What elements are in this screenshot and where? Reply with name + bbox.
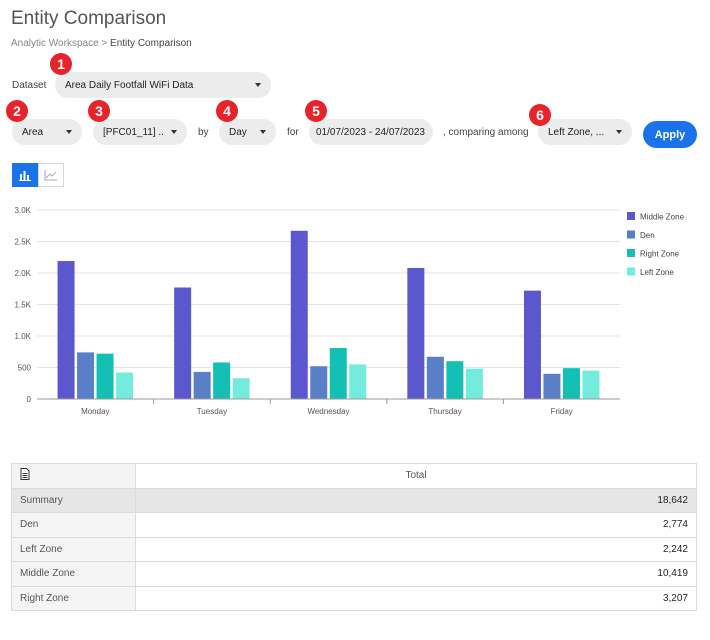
row-total: 2,242 — [135, 536, 697, 562]
bar-middle-zone[interactable] — [57, 261, 75, 399]
compare-dropdown[interactable]: Left Zone, ... — [538, 119, 632, 145]
x-tick-label: Tuesday — [197, 407, 227, 416]
comparing-label: , comparing among — [443, 127, 529, 138]
table-row: Summary 18,642 — [11, 487, 697, 513]
interval-value: Day — [229, 126, 247, 138]
bar-chart-icon — [19, 171, 31, 181]
line-chart-view-button[interactable] — [38, 163, 64, 187]
y-tick-label: 3.0K — [15, 206, 32, 215]
level-dropdown[interactable]: Area — [12, 119, 82, 145]
row-name: Right Zone — [11, 585, 136, 611]
y-tick-label: 0 — [27, 395, 32, 404]
x-tick-label: Wednesday — [307, 407, 349, 416]
chevron-down-icon — [616, 130, 622, 134]
y-tick-label: 1.5K — [15, 301, 32, 310]
bar-left-zone[interactable] — [349, 364, 367, 399]
x-tick-label: Monday — [81, 407, 109, 416]
row-total: 3,207 — [135, 585, 697, 611]
breadcrumb: Analytic Workspace > Entity Comparison — [11, 38, 192, 49]
x-tick-label: Friday — [551, 407, 573, 416]
bar-chart-view-button[interactable] — [12, 163, 38, 187]
legend-label[interactable]: Left Zone — [640, 268, 674, 277]
legend-label[interactable]: Den — [640, 231, 655, 240]
step-badge: 4 — [216, 100, 238, 122]
dataset-dropdown[interactable]: Area Daily Footfall WiFi Data — [55, 72, 271, 98]
table-row: Den 2,774 — [11, 512, 697, 538]
step-badge: 5 — [305, 100, 327, 122]
y-tick-label: 2.5K — [15, 238, 32, 247]
bar-middle-zone[interactable] — [174, 287, 192, 399]
line-chart-icon — [44, 170, 57, 181]
x-tick-label: Thursday — [428, 407, 461, 416]
y-tick-label: 1.0K — [15, 332, 32, 341]
summary-table: Total Summary 18,642 Den 2,774 Left Zone 2,24… — [11, 463, 697, 611]
bar-chart: 0 500 1.0K 1.5K 2.0K 2.5K 3.0K Monday Tuesday Wed… — [15, 206, 685, 416]
breadcrumb-current: Entity Comparison — [110, 38, 192, 49]
bar-den[interactable] — [193, 371, 211, 399]
page-title: Entity Comparison — [11, 8, 167, 29]
export-icon[interactable] — [20, 468, 30, 481]
bar-den[interactable] — [543, 373, 561, 399]
bar-left-zone[interactable] — [232, 378, 250, 399]
by-label: by — [198, 127, 209, 138]
breadcrumb-separator: > — [98, 38, 111, 49]
legend-swatch — [627, 212, 635, 220]
step-badge: 1 — [50, 53, 72, 75]
legend-swatch — [627, 230, 635, 239]
table-row: Right Zone 3,207 — [11, 585, 697, 611]
bar-right-zone[interactable] — [446, 361, 464, 399]
row-name: Summary — [11, 487, 136, 513]
compare-value: Left Zone, ... — [548, 126, 605, 138]
total-column-header: Total — [135, 463, 697, 489]
legend-swatch — [627, 267, 635, 276]
table-corner — [11, 463, 136, 489]
step-badge: 3 — [88, 100, 110, 122]
entity-dropdown[interactable]: [PFC01_11] ... — [93, 119, 187, 145]
row-total: 2,774 — [135, 512, 697, 538]
bar-right-zone[interactable] — [562, 368, 580, 399]
y-tick-label: 2.0K — [15, 269, 32, 278]
y-tick-label: 500 — [18, 364, 32, 373]
bar-den[interactable] — [310, 366, 328, 399]
chart-view-toggle — [12, 163, 64, 187]
bar-middle-zone[interactable] — [407, 267, 425, 399]
date-range-value: 01/07/2023 - 24/07/2023 — [316, 126, 425, 138]
breadcrumb-parent[interactable]: Analytic Workspace — [11, 38, 99, 49]
row-name: Left Zone — [11, 536, 136, 562]
step-badge: 2 — [6, 100, 28, 122]
interval-dropdown[interactable]: Day — [219, 119, 276, 145]
chevron-down-icon — [66, 130, 72, 134]
bar-right-zone[interactable] — [96, 353, 114, 399]
bar-left-zone[interactable] — [116, 372, 134, 399]
chevron-down-icon — [171, 130, 177, 134]
bar-den[interactable] — [426, 356, 444, 399]
entity-value: [PFC01_11] ... — [103, 126, 165, 138]
bar-right-zone[interactable] — [329, 347, 347, 399]
apply-button[interactable]: Apply — [643, 121, 697, 148]
table-row: Left Zone 2,242 — [11, 536, 697, 562]
legend-swatch — [627, 249, 635, 257]
dataset-label: Dataset — [12, 80, 47, 91]
bar-left-zone[interactable] — [582, 370, 600, 399]
row-total: 18,642 — [135, 487, 697, 513]
bar-den[interactable] — [77, 352, 95, 399]
legend-label[interactable]: Middle Zone — [640, 213, 685, 222]
bar-right-zone[interactable] — [213, 362, 231, 399]
date-range-picker[interactable]: 01/07/2023 - 24/07/2023 — [309, 119, 433, 145]
legend-label[interactable]: Right Zone — [640, 250, 680, 259]
step-badge: 6 — [529, 104, 551, 126]
for-label: for — [287, 127, 299, 138]
table-row: Middle Zone 10,419 — [11, 561, 697, 587]
dataset-value: Area Daily Footfall WiFi Data — [65, 79, 194, 91]
row-name: Middle Zone — [11, 561, 136, 587]
bar-left-zone[interactable] — [465, 368, 483, 399]
chevron-down-icon — [260, 130, 266, 134]
bar-middle-zone[interactable] — [290, 230, 308, 399]
chevron-down-icon — [255, 83, 261, 87]
level-value: Area — [22, 126, 44, 138]
row-name: Den — [11, 512, 136, 538]
row-total: 10,419 — [135, 561, 697, 587]
bar-middle-zone[interactable] — [523, 290, 541, 399]
